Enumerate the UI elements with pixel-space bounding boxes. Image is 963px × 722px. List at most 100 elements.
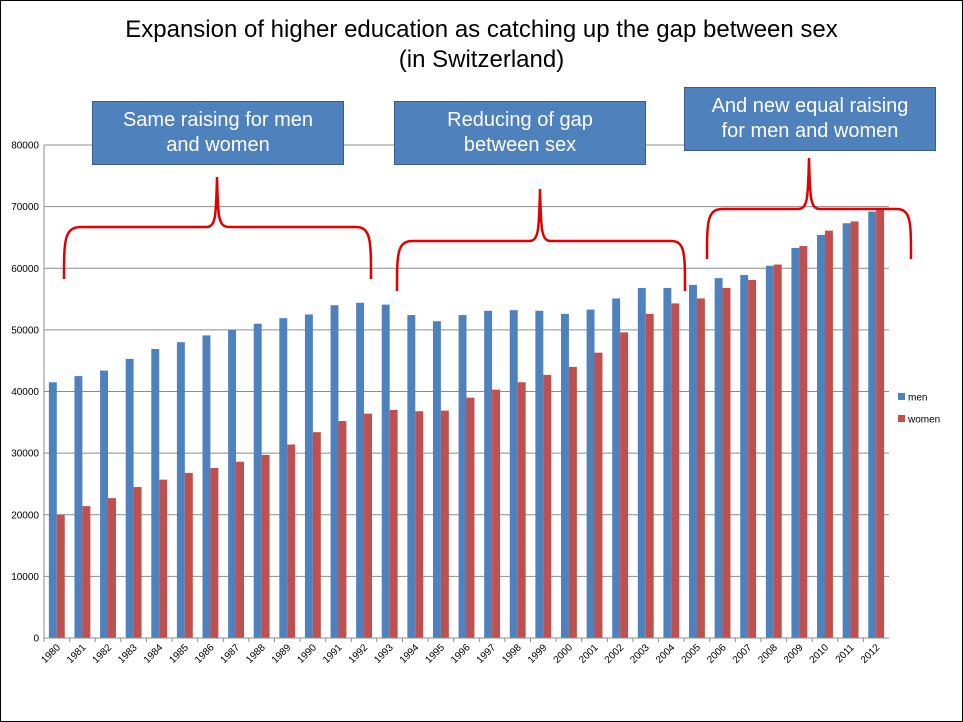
bar (722, 287, 731, 638)
x-tick-label: 2002 (603, 642, 627, 666)
bar (133, 487, 142, 638)
bar (799, 246, 808, 638)
bar (228, 329, 237, 638)
bar (415, 411, 424, 638)
x-tick-label: 1985 (167, 642, 191, 666)
bar (364, 413, 373, 638)
bar (612, 298, 621, 638)
annotation: Same raising for men and women (92, 101, 344, 165)
annotation-line: Same raising for men (122, 109, 314, 131)
bar (714, 278, 723, 638)
legend-swatch (898, 415, 905, 422)
chart-title: Expansion of higher education as catchin… (1, 15, 962, 75)
x-tick-label: 1993 (372, 642, 396, 666)
x-tick-label: 1980 (39, 642, 63, 666)
legend-label: women (907, 415, 940, 426)
y-tick-label: 70000 (11, 202, 39, 213)
bar (850, 221, 859, 639)
bar (842, 223, 851, 639)
y-tick-label: 50000 (11, 325, 39, 336)
x-tick-label: 1988 (244, 642, 268, 666)
x-tick-label: 1982 (91, 642, 115, 666)
legend-label: men (908, 393, 927, 404)
x-tick-label: 2009 (782, 642, 806, 666)
bar (304, 314, 313, 638)
bar (151, 348, 160, 638)
bar (748, 279, 757, 638)
title-line: Expansion of higher education as catchin… (125, 16, 838, 43)
y-tick-label: 80000 (11, 141, 39, 152)
bar (202, 335, 211, 638)
bar (740, 275, 749, 638)
bar (125, 358, 134, 638)
bar (236, 461, 244, 638)
bar (868, 211, 877, 638)
bar (492, 389, 501, 638)
bar (338, 421, 347, 638)
bar (356, 302, 365, 638)
x-tick-label: 1992 (347, 642, 371, 666)
annotation-line: between sex (463, 134, 577, 156)
annotation-line: and women (166, 134, 270, 156)
bar (543, 374, 552, 638)
bar (466, 397, 475, 638)
bar (210, 467, 219, 638)
x-tick-label: 1986 (193, 642, 217, 666)
bar (824, 230, 833, 638)
bar (458, 315, 467, 638)
y-tick-label: 20000 (11, 510, 39, 521)
annotation-line: for men and women (721, 120, 899, 142)
annotation: Reducing of gap between sex (394, 101, 646, 165)
bar (517, 382, 526, 638)
bar (663, 287, 672, 638)
x-tick-label: 1998 (500, 642, 524, 666)
bar (253, 323, 262, 638)
bar (791, 247, 800, 638)
x-tick-label: 2003 (628, 642, 652, 666)
bar (671, 303, 680, 638)
x-tick-label: 1983 (116, 642, 140, 666)
x-tick-label: 2011 (834, 642, 857, 665)
bar (100, 370, 109, 638)
x-tick-label: 2001 (577, 642, 601, 666)
braces (62, 157, 913, 292)
bar (330, 305, 339, 638)
x-tick-label: 2008 (756, 642, 780, 666)
legend-swatch (898, 393, 905, 400)
bar (279, 318, 288, 638)
bar (261, 454, 270, 638)
bar (48, 382, 57, 638)
bar (509, 310, 518, 638)
x-tick-label: 1989 (270, 642, 294, 666)
bar (56, 514, 65, 638)
bar (586, 309, 595, 638)
bar (287, 444, 296, 638)
y-tick-label: 0 (33, 634, 39, 645)
y-tick-label: 30000 (11, 449, 39, 460)
x-tick-label: 1991 (321, 642, 345, 666)
x-tick-label: 1999 (526, 642, 550, 666)
bar (108, 498, 116, 638)
bar (74, 376, 83, 638)
bar (696, 298, 705, 638)
bar (689, 284, 697, 638)
bar (817, 234, 825, 638)
bar (594, 352, 603, 638)
bar (568, 366, 577, 638)
x-tick-label: 2010 (808, 642, 832, 666)
x-tick-label: 2004 (654, 642, 678, 666)
annotation: And new equal raising for men and women (684, 87, 936, 151)
bar (560, 313, 569, 638)
x-tick-label: 1984 (142, 642, 166, 666)
bar (381, 304, 390, 638)
bar (620, 332, 629, 638)
bar (389, 409, 398, 638)
y-tick-label: 60000 (11, 264, 39, 275)
bar (535, 310, 544, 638)
bar (876, 209, 885, 639)
bar (773, 264, 782, 638)
annotation-line: And new equal raising (711, 95, 909, 117)
bar (159, 479, 168, 638)
